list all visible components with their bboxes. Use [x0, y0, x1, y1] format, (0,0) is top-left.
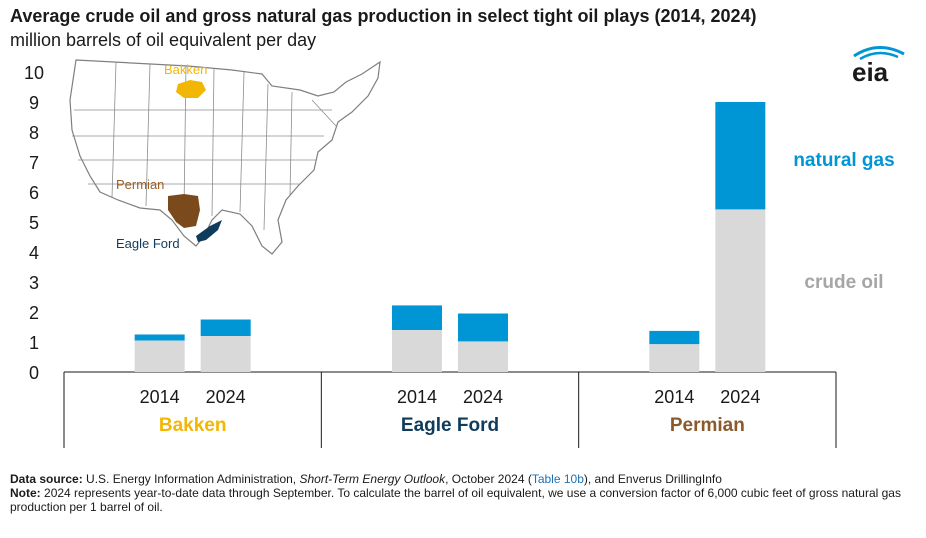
y-tick-label: 9 [29, 93, 39, 113]
x-tick-label-year: 2014 [397, 387, 437, 407]
source-text-1: U.S. Energy Information Administration, [86, 472, 297, 486]
source-text-3: ), and Enverus DrillingInfo [583, 472, 722, 486]
note-label: Note: [10, 486, 41, 500]
y-tick-label: 8 [29, 123, 39, 143]
source-line: Data source: U.S. Energy Information Adm… [10, 472, 916, 486]
bar-crude-oil-bakken-2014 [134, 340, 185, 372]
y-tick-label: 10 [24, 63, 44, 83]
chart-svg: 0 1 2 3 4 5 6 7 8 9 10 Bakken Permian Eagle Ford 2… [24, 59, 895, 448]
permian-area [168, 194, 200, 228]
y-tick-label: 4 [29, 243, 39, 263]
eia-logo: eia [852, 46, 905, 84]
x-tick-label-year: 2024 [463, 387, 503, 407]
chart-subtitle: million barrels of oil equivalent per da… [10, 30, 317, 50]
series-label-natural-gas: natural gas [793, 150, 894, 171]
note-line: Note: 2024 represents year-to-date data … [10, 486, 916, 514]
y-tick-label: 1 [29, 333, 39, 353]
bar-crude-oil-permian-2014 [649, 344, 700, 372]
note-text: 2024 represents year-to-date data throug… [10, 486, 901, 514]
chart-footer: Data source: U.S. Energy Information Adm… [10, 472, 916, 514]
series-label-crude-oil: crude oil [804, 272, 883, 293]
bar-crude-oil-permian-2024 [715, 209, 766, 372]
bar-crude-oil-eagle-ford-2014 [392, 330, 442, 372]
bar-natural-gas-eagle-ford-2014 [392, 305, 442, 330]
x-group-label-permian: Permian [670, 415, 745, 436]
us-outline [69, 59, 381, 255]
x-group-label-bakken: Bakken [159, 415, 227, 436]
y-tick-label: 0 [29, 363, 39, 383]
source-label: Data source: [10, 472, 83, 486]
y-tick-label: 7 [29, 153, 39, 173]
x-tick-label-year: 2014 [140, 387, 180, 407]
source-publication: Short-Term Energy Outlook [299, 472, 446, 486]
y-tick-label: 6 [29, 183, 39, 203]
y-tick-label: 2 [29, 303, 39, 323]
map-label-bakken: Bakken [164, 62, 207, 77]
source-text-2: , October 2024 ( [445, 472, 532, 486]
bar-natural-gas-permian-2024 [715, 102, 766, 210]
bar-natural-gas-bakken-2014 [134, 334, 185, 341]
chart-title: Average crude oil and gross natural gas … [10, 6, 757, 26]
eagle-ford-area [196, 220, 222, 242]
bar-crude-oil-bakken-2024 [200, 336, 251, 372]
map-label-permian: Permian [116, 177, 164, 192]
bar-natural-gas-bakken-2024 [200, 319, 251, 336]
state-lines [72, 61, 337, 231]
svg-text:eia: eia [852, 57, 889, 84]
y-tick-label: 3 [29, 273, 39, 293]
y-tick-label: 5 [29, 213, 39, 233]
bakken-area [176, 80, 206, 98]
x-tick-label-year: 2014 [654, 387, 694, 407]
x-tick-label-year: 2024 [206, 387, 246, 407]
x-group-label-eagle-ford: Eagle Ford [401, 415, 499, 436]
x-tick-label-year: 2024 [720, 387, 760, 407]
bar-natural-gas-eagle-ford-2024 [458, 313, 508, 342]
us-map-inset: Bakken Permian Eagle Ford [69, 59, 381, 255]
source-link-table-10b[interactable]: Table 10b [531, 472, 584, 486]
bar-natural-gas-permian-2014 [649, 330, 700, 345]
bar-crude-oil-eagle-ford-2024 [458, 341, 508, 372]
map-label-eagle-ford: Eagle Ford [116, 236, 180, 251]
